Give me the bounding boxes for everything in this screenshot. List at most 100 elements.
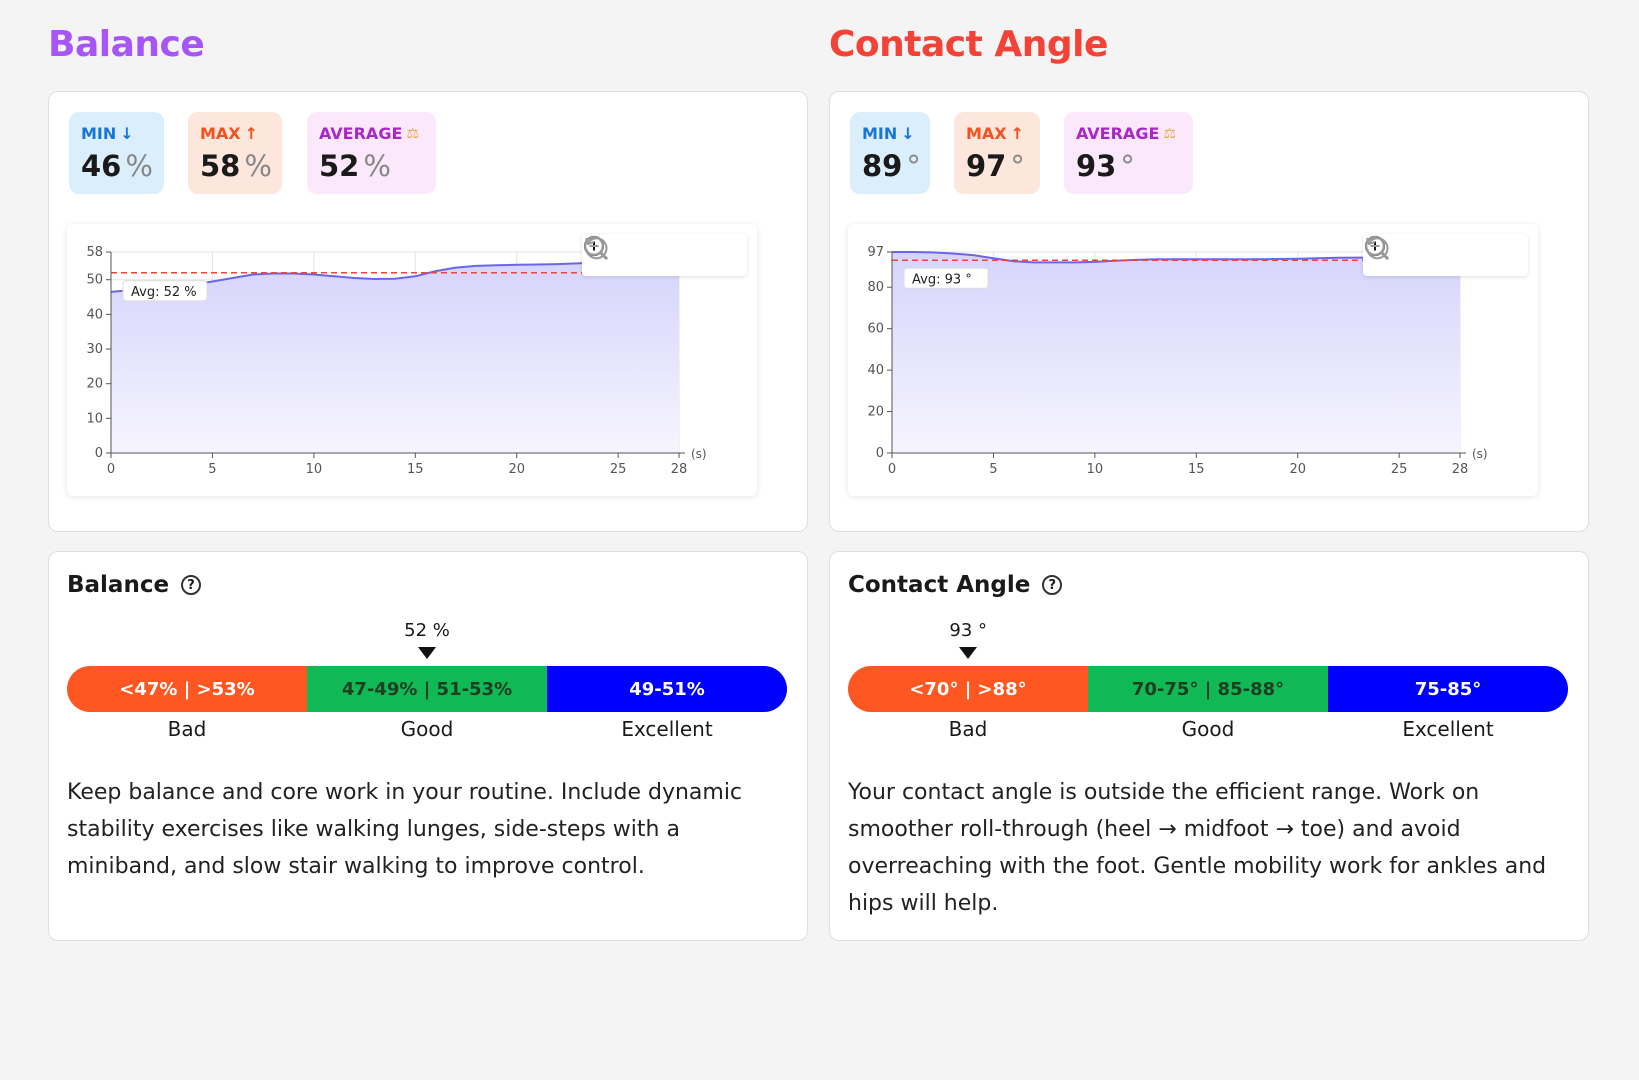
x-tick-label: 20 [508, 462, 525, 477]
marker-triangle-icon [418, 647, 436, 659]
balance-chart-card: MIN ↓ 46% MAX ↑ 58% AVERAGE ⚖ 52% Avg: 52 %… [48, 91, 808, 532]
contact-rating-labels: Bad Good Excellent [848, 717, 1568, 741]
chart-toolbar [582, 234, 747, 276]
min-label: MIN [862, 124, 898, 143]
x-tick-label: 10 [1087, 462, 1104, 477]
x-unit-label: (s) [1472, 447, 1488, 461]
average-value: 93 [1076, 149, 1117, 183]
balance-average-stat: AVERAGE ⚖ 52% [307, 112, 436, 194]
contact-rating-bar: <70° | >88° 70-75° | 85-88° 75-85° [848, 666, 1568, 712]
average-unit: % [363, 149, 391, 183]
contact-rating-card: Contact Angle ? 93 ° <70° | >88° 70-75° … [829, 551, 1589, 941]
x-tick-label: 10 [306, 462, 323, 477]
average-label-text: Avg: 93 ° [912, 272, 972, 287]
excellent-segment: 75-85° [1328, 666, 1568, 712]
reset-icon[interactable] [585, 237, 696, 270]
y-tick-label: 58 [86, 245, 103, 260]
arrow-up-icon: ↑ [1010, 124, 1025, 143]
min-unit: % [125, 149, 153, 183]
good-label: Good [1181, 717, 1235, 741]
series-area [892, 252, 1460, 453]
y-tick-label: 50 [86, 273, 103, 288]
x-tick-label: 28 [1452, 462, 1469, 477]
balance-rating-labels: Bad Good Excellent [67, 717, 787, 741]
help-icon[interactable]: ? [1042, 575, 1063, 595]
balance-rating-bar: <47% | >53% 47-49% | 51-53% 49-51% [67, 666, 787, 712]
help-icon[interactable]: ? [181, 575, 202, 595]
good-segment: 47-49% | 51-53% [307, 666, 547, 712]
y-tick-label: 0 [876, 446, 884, 461]
x-tick-label: 20 [1289, 462, 1306, 477]
x-tick-label: 5 [989, 462, 997, 477]
x-tick-label: 0 [107, 462, 115, 477]
balance-chart[interactable]: Avg: 52 % 0 10 20 30 40 50 58 0 5 10 15 20 25 28 (s) [67, 224, 757, 496]
contact-advice: Your contact angle is outside the effici… [848, 780, 1547, 916]
good-segment: 70-75° | 85-88° [1088, 666, 1328, 712]
bad-label: Bad [167, 717, 207, 741]
contact-rating-title: Contact Angle [848, 572, 1031, 598]
x-tick-label: 15 [1188, 462, 1205, 477]
bad-label: Bad [948, 717, 988, 741]
max-value: 58 [200, 149, 241, 183]
y-tick-label: 40 [867, 363, 884, 378]
balance-rating-title: Balance [67, 572, 170, 598]
x-unit-label: (s) [691, 447, 707, 461]
scale-icon: ⚖ [1163, 125, 1176, 142]
y-tick-label: 20 [86, 377, 103, 392]
x-tick-label: 5 [208, 462, 216, 477]
average-label-text: Avg: 52 % [131, 285, 197, 300]
arrow-down-icon: ↓ [901, 124, 915, 143]
x-tick-label: 0 [888, 462, 896, 477]
balance-rating-card: Balance ? 52 % <47% | >53% 47-49% | 51-5… [48, 551, 808, 941]
balance-min-stat: MIN ↓ 46% [69, 112, 164, 194]
arrow-down-icon: ↓ [120, 124, 134, 143]
excellent-label: Excellent [1402, 717, 1494, 741]
average-unit: ° [1120, 149, 1135, 183]
series-area [111, 262, 679, 453]
bad-segment: <47% | >53% [67, 666, 307, 712]
y-tick-label: 10 [86, 411, 103, 426]
excellent-segment: 49-51% [547, 666, 787, 712]
contact-chart-card: MIN ↓ 89 ° MAX ↑ 97 ° AVERAGE ⚖ 93 ° Avg: 93 °… [829, 91, 1589, 532]
max-unit: % [244, 149, 272, 183]
contact-max-stat: MAX ↑ 97 ° [954, 112, 1040, 194]
zoom-out-icon[interactable] [584, 236, 658, 270]
balance-marker: 52 % [387, 620, 467, 659]
balance-max-stat: MAX ↑ 58% [188, 112, 282, 194]
arrow-up-icon: ↑ [244, 124, 259, 143]
max-label: MAX [200, 124, 241, 143]
x-tick-label: 25 [610, 462, 627, 477]
x-tick-label: 15 [407, 462, 424, 477]
average-label: Avg: 93 ° [903, 267, 989, 289]
contact-chart[interactable]: Avg: 93 ° 0 20 40 60 80 97 0 5 10 15 20 25 28 (s) [848, 224, 1538, 496]
average-label: AVERAGE [319, 124, 403, 143]
balance-advice: Keep balance and core work in your routi… [67, 780, 743, 879]
max-label: MAX [966, 124, 1007, 143]
contact-marker-label: 93 ° [949, 620, 988, 641]
x-tick-label: 25 [1391, 462, 1408, 477]
zoom-out-icon[interactable] [1365, 236, 1439, 270]
average-label: Avg: 52 % [122, 280, 208, 302]
contact-marker: 93 ° [928, 620, 1008, 659]
y-tick-label: 0 [95, 446, 103, 461]
contact-section-title: Contact Angle [829, 24, 1108, 65]
y-tick-label: 60 [867, 322, 884, 337]
min-value: 46 [81, 149, 122, 183]
max-unit: ° [1010, 149, 1025, 183]
balance-marker-label: 52 % [404, 620, 450, 641]
y-tick-label: 40 [86, 307, 103, 322]
contact-min-stat: MIN ↓ 89 ° [850, 112, 930, 194]
min-label: MIN [81, 124, 117, 143]
reset-icon[interactable] [1366, 237, 1477, 270]
average-value: 52 [319, 149, 360, 183]
contact-average-stat: AVERAGE ⚖ 93 ° [1064, 112, 1193, 194]
marker-triangle-icon [959, 647, 978, 659]
bad-segment: <70° | >88° [848, 666, 1088, 712]
y-tick-label: 30 [86, 342, 103, 357]
average-label: AVERAGE [1076, 124, 1160, 143]
excellent-label: Excellent [621, 717, 713, 741]
x-tick-label: 28 [671, 462, 688, 477]
balance-section-title: Balance [48, 24, 205, 65]
max-value: 97 [966, 149, 1007, 183]
good-label: Good [400, 717, 454, 741]
